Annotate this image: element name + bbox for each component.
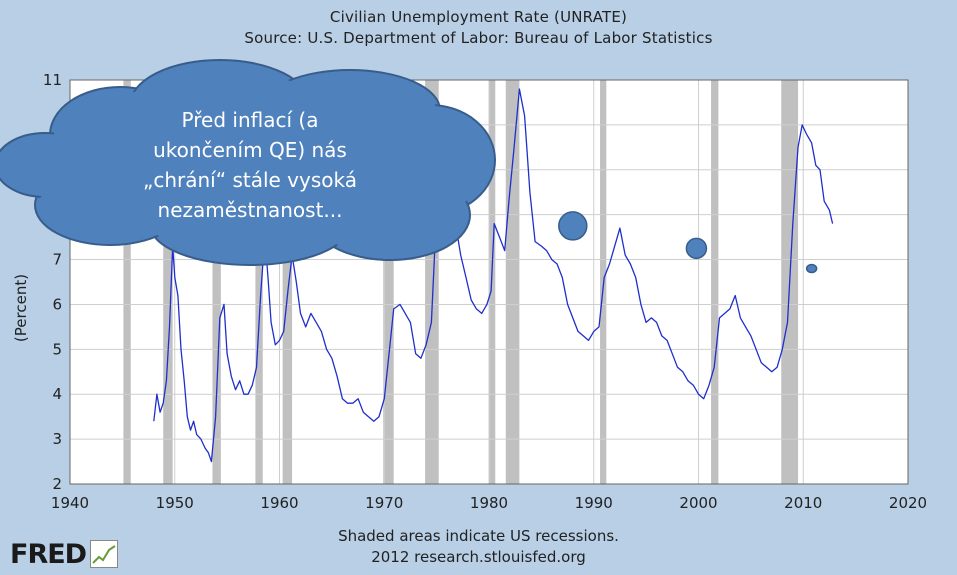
chart-subtitle: Source: U.S. Department of Labor: Bureau… [244, 29, 713, 47]
y-tick-label: 2 [52, 475, 62, 493]
y-tick-label: 7 [52, 251, 62, 269]
x-tick-label: 1940 [51, 494, 89, 512]
fred-logo[interactable]: FRED [10, 538, 119, 570]
callout-line: Před inflací (a [181, 108, 319, 132]
x-tick-label: 1980 [470, 494, 508, 512]
cloud-callout [0, 59, 496, 266]
cloud-callout-text: Před inflací (a ukončením QE) nás „chrán… [80, 105, 420, 225]
recession-note: Shaded areas indicate US recessions. [338, 527, 619, 545]
x-tick-label: 2000 [679, 494, 717, 512]
y-tick-label: 11 [43, 71, 62, 89]
unemployment-line [153, 88, 834, 463]
recession-band [383, 80, 394, 484]
thought-bubble-dot [558, 211, 588, 241]
recession-band [282, 80, 293, 484]
series-layer [153, 88, 834, 463]
x-tick-label: 2020 [889, 494, 927, 512]
recession-band [505, 80, 520, 484]
chart-title: Civilian Unemployment Rate (UNRATE) [329, 8, 628, 26]
x-tick-label: 1960 [260, 494, 298, 512]
callout-line: ukončením QE) nás [153, 138, 347, 162]
x-tick-label: 1970 [365, 494, 403, 512]
callout-line: „chrání“ stále vysoká [142, 168, 357, 192]
y-tick-label: 6 [52, 295, 62, 313]
x-tick-label: 2010 [784, 494, 822, 512]
y-tick-label: 3 [52, 430, 62, 448]
x-tick-label: 1990 [575, 494, 613, 512]
recession-band [255, 80, 263, 484]
thought-bubble-dot [805, 263, 818, 274]
recession-band [711, 80, 719, 484]
x-axis: 1940 1950 1960 1970 1980 1990 2000 2010 2020 [51, 494, 927, 512]
y-tick-label: 4 [52, 385, 62, 403]
callout-line: nezaměstnanost... [157, 198, 343, 222]
source-url[interactable]: 2012 research.stlouisfed.org [371, 548, 586, 566]
chart-sparkline-icon [90, 540, 119, 568]
x-tick-label: 1950 [156, 494, 194, 512]
recession-band [123, 80, 131, 484]
recession-band [163, 80, 173, 484]
recession-band [212, 80, 221, 484]
fred-logo-text: FRED [10, 538, 87, 570]
y-tick-label: 5 [52, 340, 62, 358]
marker-layer [558, 211, 818, 274]
thought-bubble-dot [685, 237, 708, 260]
y-axis: 2 3 4 5 6 7 11 [43, 71, 62, 493]
plot-border [69, 79, 909, 485]
y-axis-label: (Percent) [12, 274, 30, 342]
